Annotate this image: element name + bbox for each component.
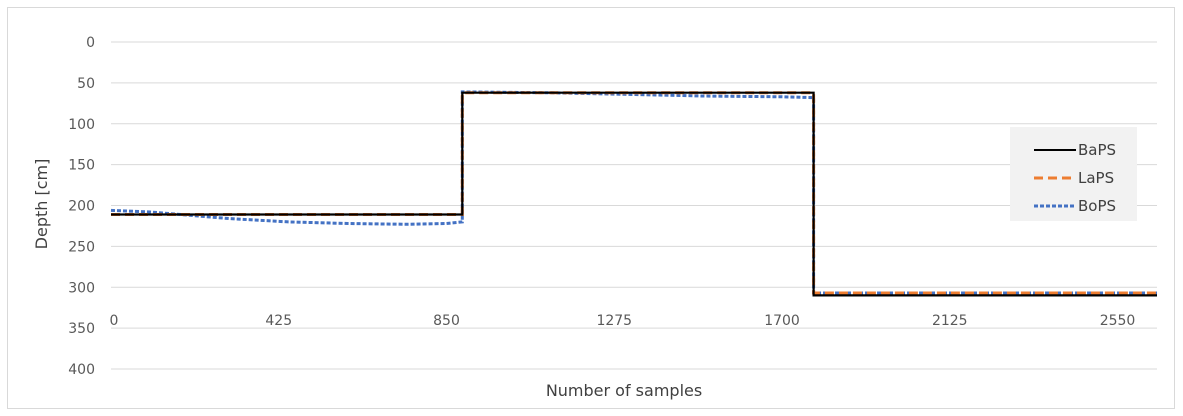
series-lines <box>110 90 1157 297</box>
x-tick-labels: 0 425 850 1275 1700 2125 2550 <box>110 313 1136 329</box>
series-line-bops <box>110 90 1157 295</box>
series-line-laps <box>111 91 1157 295</box>
chart-frame <box>7 7 1175 409</box>
legend-label-baps: BaPS <box>1078 141 1116 159</box>
y-tick-label: 350 <box>68 321 95 337</box>
x-axis-title: Number of samples <box>546 381 702 400</box>
y-axis-title: Depth [cm] <box>32 159 51 250</box>
legend-label-laps: LaPS <box>1078 169 1114 187</box>
x-tick-label: 2125 <box>932 313 968 329</box>
x-tick-label: 0 <box>110 313 119 329</box>
y-tick-label: 400 <box>68 362 95 378</box>
x-tick-label: 1700 <box>764 313 800 329</box>
y-tick-labels: 0 50 100 150 200 250 300 350 400 <box>68 35 95 378</box>
y-tick-label: 300 <box>68 280 95 296</box>
y-tick-label: 100 <box>68 117 95 133</box>
legend-label-bops: BoPS <box>1078 197 1116 215</box>
gridlines <box>111 41 1157 370</box>
series-line-baps <box>111 91 1157 297</box>
y-tick-label: 150 <box>68 158 95 174</box>
x-tick-label: 1275 <box>596 313 632 329</box>
y-tick-label: 200 <box>68 199 95 215</box>
y-tick-label: 50 <box>77 76 95 92</box>
y-tick-label: 250 <box>68 239 95 255</box>
x-tick-label: 850 <box>433 313 460 329</box>
x-tick-label: 2550 <box>1100 313 1136 329</box>
y-tick-label: 0 <box>86 35 95 51</box>
legend: BaPS LaPS BoPS <box>1010 127 1137 221</box>
x-tick-label: 425 <box>265 313 292 329</box>
